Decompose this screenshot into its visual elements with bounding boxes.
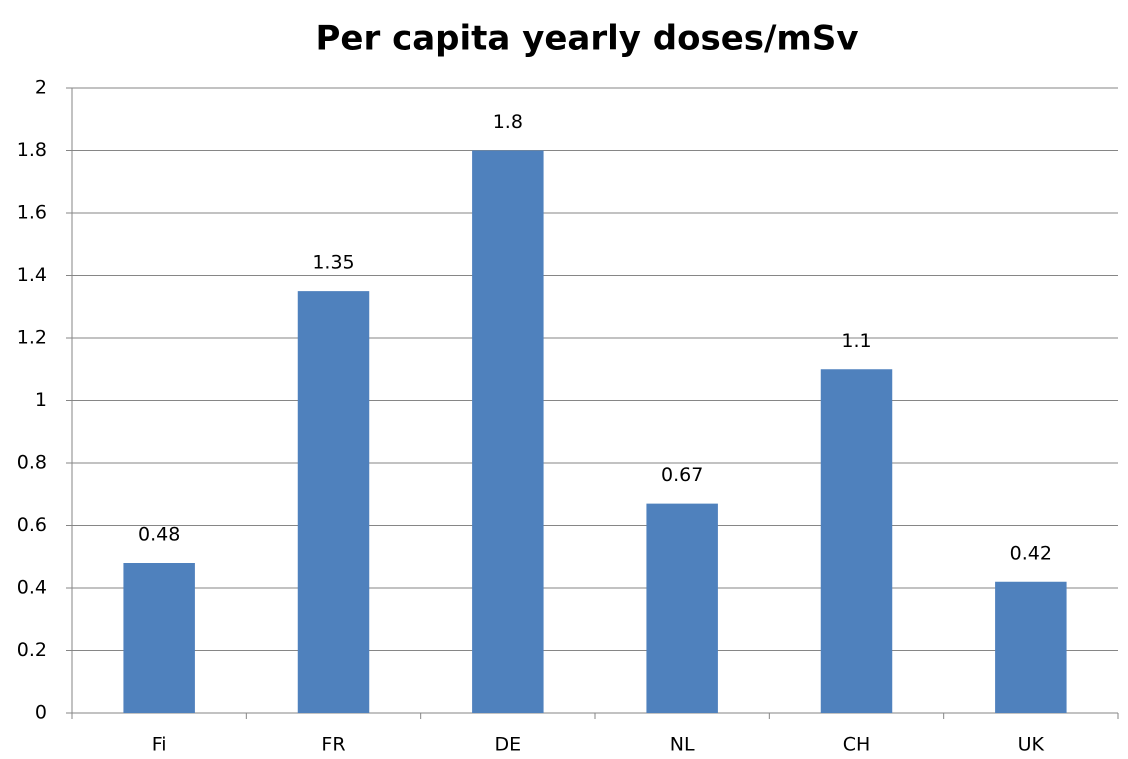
y-tick-label: 0.4 xyxy=(17,577,47,599)
bar xyxy=(472,150,544,713)
bar xyxy=(297,291,370,713)
bar xyxy=(123,563,195,713)
x-tick-label: UK xyxy=(1018,734,1045,756)
bar xyxy=(646,503,718,713)
x-tick-label: NL xyxy=(670,734,695,756)
data-label: 1.35 xyxy=(312,252,354,274)
y-tick-label: 0 xyxy=(35,702,47,724)
y-tick-label: 1.2 xyxy=(17,327,47,349)
y-tick-label: 1.4 xyxy=(17,264,47,286)
y-tick-label: 0.6 xyxy=(17,514,47,536)
x-tick-label: DE xyxy=(495,734,522,756)
y-tick-label: 0.8 xyxy=(17,452,47,474)
data-label: 0.42 xyxy=(1010,542,1052,564)
x-tick-label: CH xyxy=(843,734,871,756)
data-label: 1.8 xyxy=(493,111,523,133)
bar xyxy=(820,369,893,713)
data-label: 1.1 xyxy=(841,330,871,352)
y-tick-label: 1.8 xyxy=(17,139,47,161)
y-tick-label: 1.6 xyxy=(17,202,47,224)
x-tick-label: FR xyxy=(321,734,345,756)
y-tick-label: 1 xyxy=(35,389,47,411)
y-tick-label: 2 xyxy=(35,77,47,99)
bar xyxy=(995,581,1067,713)
data-label: 0.67 xyxy=(661,464,703,486)
chart-title: Per capita yearly doses/mSv xyxy=(315,19,858,59)
data-label: 0.48 xyxy=(138,524,180,546)
y-tick-label: 0.2 xyxy=(17,639,47,661)
x-tick-label: Fi xyxy=(152,734,167,756)
